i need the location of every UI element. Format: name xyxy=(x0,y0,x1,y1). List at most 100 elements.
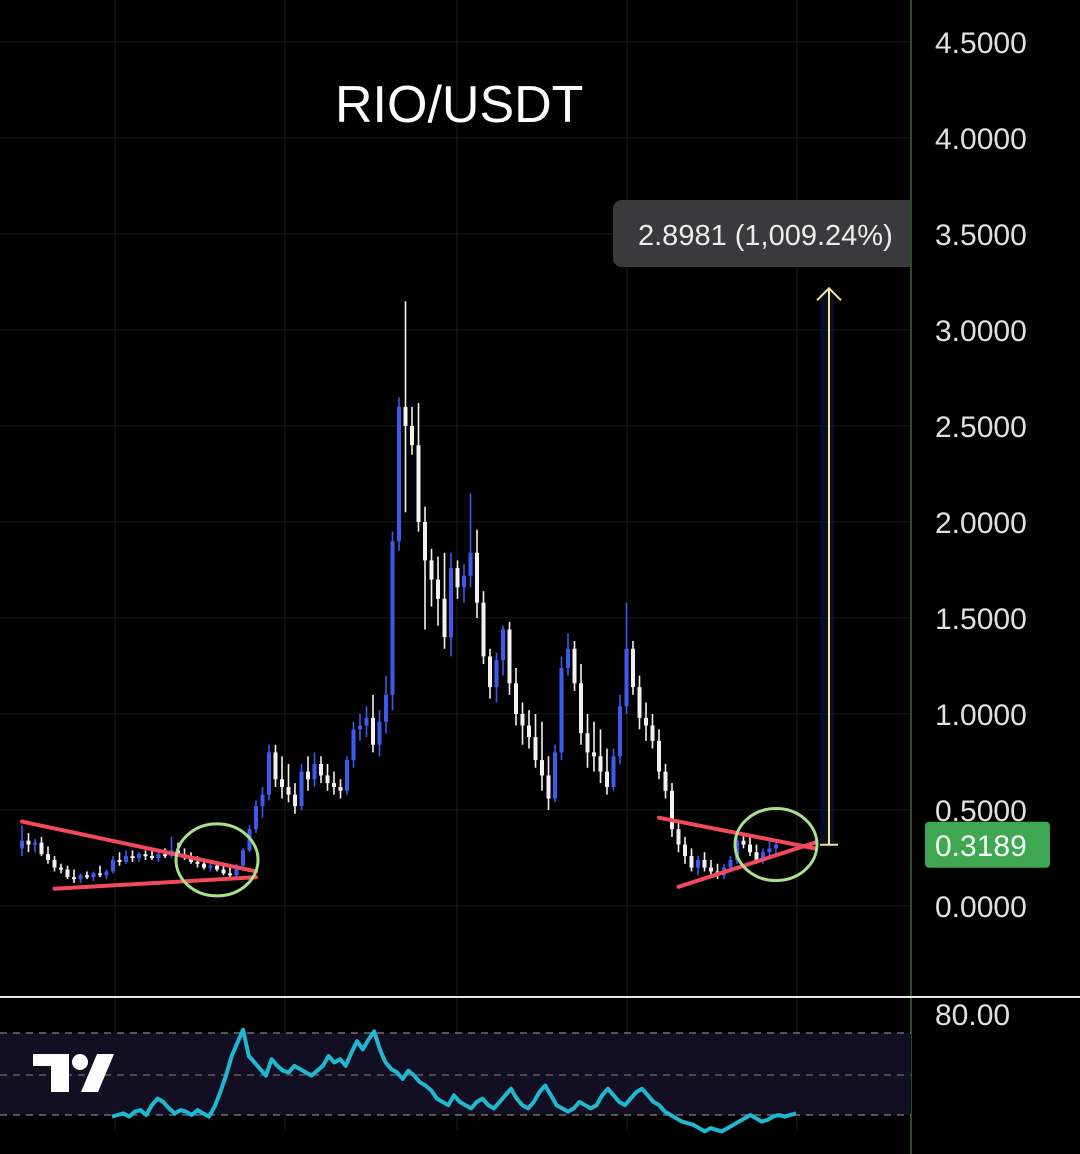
candle-body xyxy=(156,854,161,858)
candle-body xyxy=(761,852,765,860)
candle xyxy=(319,756,323,784)
candle xyxy=(20,825,24,857)
candle xyxy=(514,667,518,726)
candle-body xyxy=(449,568,453,638)
price-tick-label: 4.0000 xyxy=(935,123,1027,156)
candle xyxy=(436,556,440,626)
candle-body xyxy=(663,771,668,791)
candle xyxy=(104,869,109,880)
candle-body xyxy=(286,786,291,795)
candle xyxy=(59,863,63,874)
candle-body xyxy=(254,806,258,830)
candle xyxy=(449,552,453,657)
candle xyxy=(260,786,265,818)
candle-body xyxy=(46,854,50,860)
candle xyxy=(351,721,356,768)
tradingview-logo-icon[interactable] xyxy=(33,1054,114,1092)
candle-body xyxy=(345,760,349,791)
candle xyxy=(46,846,50,864)
highlight-circles xyxy=(174,807,819,898)
trendlines xyxy=(20,815,817,891)
candle xyxy=(52,856,57,872)
candle xyxy=(91,871,96,882)
candle-body xyxy=(774,844,778,849)
measure-label[interactable]: 2.8981 (1,009.24%) xyxy=(613,200,923,267)
price-tick-label: 4.5000 xyxy=(935,27,1027,60)
candle-body xyxy=(403,406,408,426)
price-tick-label: 3.0000 xyxy=(935,315,1027,348)
candle xyxy=(462,564,466,603)
candle xyxy=(475,529,479,618)
current-price-box xyxy=(925,821,1050,868)
candle-body xyxy=(325,775,330,784)
candle xyxy=(306,756,310,791)
candle xyxy=(670,783,674,837)
candle-body xyxy=(741,840,746,845)
candle-body xyxy=(358,725,362,730)
candle xyxy=(377,710,382,757)
candle xyxy=(546,756,551,810)
candle xyxy=(143,850,148,860)
candle xyxy=(540,721,544,791)
candle xyxy=(254,800,258,834)
candle xyxy=(624,602,629,714)
candle-body xyxy=(221,869,226,874)
candle xyxy=(312,752,317,787)
current-price-tag: 0.3189 xyxy=(925,821,1050,868)
candle-body xyxy=(533,737,538,761)
candle xyxy=(637,675,642,730)
candle-body xyxy=(416,445,421,522)
candle xyxy=(709,859,713,876)
candle-body xyxy=(683,844,687,857)
candle xyxy=(689,848,694,872)
candle-body xyxy=(592,752,596,757)
candle-body xyxy=(137,854,141,858)
candle xyxy=(605,748,609,795)
candle xyxy=(611,748,616,791)
candle-body xyxy=(423,522,427,561)
measure-band xyxy=(820,288,834,845)
candle xyxy=(566,633,570,676)
candle-body xyxy=(553,752,557,799)
candle-body xyxy=(605,771,609,787)
candle-body xyxy=(293,794,297,807)
candle xyxy=(384,675,388,734)
candle-body xyxy=(371,717,375,745)
highlight-circle xyxy=(733,807,819,883)
candle-body xyxy=(267,752,271,795)
candle-body xyxy=(410,426,414,446)
measure-arrowhead xyxy=(816,286,842,302)
candle xyxy=(481,591,486,665)
candle-body xyxy=(78,875,83,880)
candle xyxy=(527,710,531,749)
candle-body xyxy=(748,844,752,853)
measure-label-text: 2.8981 (1,009.24%) xyxy=(638,220,893,252)
candle-body xyxy=(566,648,570,668)
candle xyxy=(715,863,720,880)
chart-title: RIO/USDT xyxy=(335,76,583,134)
candle xyxy=(273,744,278,787)
oscillator-band xyxy=(0,1033,911,1115)
candle xyxy=(429,548,434,607)
candle xyxy=(137,852,141,862)
measure-tool[interactable] xyxy=(816,286,842,846)
candle-body xyxy=(429,560,434,580)
price-tick-label: 2.0000 xyxy=(935,507,1027,540)
candle xyxy=(579,664,583,745)
candle xyxy=(618,694,622,764)
candle xyxy=(598,729,603,784)
candle-body xyxy=(397,406,401,542)
candle-body xyxy=(377,721,382,745)
candle-body xyxy=(468,552,473,576)
candle xyxy=(702,852,707,872)
candle-body xyxy=(208,865,213,868)
candle xyxy=(26,833,31,853)
candle-body xyxy=(579,683,583,734)
candle xyxy=(403,301,408,513)
trendline xyxy=(676,840,817,889)
candle-body xyxy=(273,752,278,780)
candle xyxy=(130,850,135,862)
candle xyxy=(592,721,596,772)
candle xyxy=(494,652,499,703)
